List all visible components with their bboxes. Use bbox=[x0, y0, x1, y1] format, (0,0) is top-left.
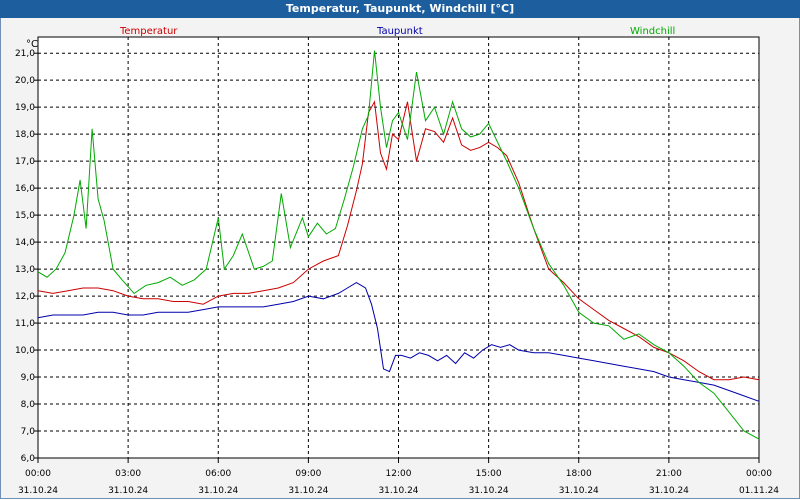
x-tick-date-label: 31.10.24 bbox=[108, 486, 148, 496]
x-tick-time-label: 12:00 bbox=[386, 469, 412, 479]
x-tick-date-label: 31.10.24 bbox=[649, 486, 689, 496]
x-tick-time-label: 09:00 bbox=[295, 469, 321, 479]
x-tick-time-label: 00:00 bbox=[25, 469, 51, 479]
x-tick-time-label: 06:00 bbox=[205, 469, 231, 479]
y-tick-label: 12,0 bbox=[15, 292, 35, 302]
y-tick-label: 21,0 bbox=[15, 49, 35, 59]
y-tick-label: 15,0 bbox=[15, 211, 35, 221]
x-tick-date-label: 31.10.24 bbox=[198, 486, 238, 496]
x-tick-date-label: 31.10.24 bbox=[378, 486, 418, 496]
x-tick-time-label: 15:00 bbox=[476, 469, 502, 479]
legend-windchill: Windchill bbox=[630, 26, 676, 37]
x-tick-time-label: 00:00 bbox=[746, 469, 772, 479]
y-tick-label: 19,0 bbox=[15, 103, 35, 113]
y-tick-label: 9,0 bbox=[21, 373, 36, 383]
legend-temperatur: Temperatur bbox=[120, 26, 178, 37]
y-tick-label: 10,0 bbox=[15, 346, 35, 356]
x-tick-time-label: 03:00 bbox=[115, 469, 141, 479]
y-tick-label: 13,0 bbox=[15, 265, 35, 275]
x-tick-time-label: 21:00 bbox=[656, 469, 682, 479]
x-tick-date-label: 31.10.24 bbox=[18, 486, 58, 496]
series-line-taupunkt bbox=[37, 282, 760, 402]
y-tick-label: 7,0 bbox=[21, 427, 36, 437]
x-tick-date-label: 31.10.24 bbox=[469, 486, 509, 496]
y-axis-unit: °C bbox=[26, 39, 38, 50]
legend-taupunkt: Taupunkt bbox=[377, 26, 423, 37]
y-tick-label: 14,0 bbox=[15, 238, 35, 248]
y-tick-label: 8,0 bbox=[21, 400, 36, 410]
x-tick-date-label: 31.10.24 bbox=[288, 486, 328, 496]
x-tick-date-label: 01.11.24 bbox=[739, 486, 779, 496]
y-tick-label: 16,0 bbox=[15, 184, 35, 194]
y-tick-label: 11,0 bbox=[15, 319, 35, 329]
y-tick-label: 6,0 bbox=[21, 454, 36, 464]
y-tick-label: 18,0 bbox=[15, 130, 35, 140]
series-line-windchill bbox=[37, 50, 760, 440]
x-tick-date-label: 31.10.24 bbox=[559, 486, 599, 496]
series-line-temperatur bbox=[37, 100, 760, 381]
y-tick-label: 20,0 bbox=[15, 76, 35, 86]
chart-title: Temperatur, Taupunkt, Windchill [°C] bbox=[0, 0, 800, 18]
x-tick-time-label: 18:00 bbox=[566, 469, 592, 479]
y-tick-label: 17,0 bbox=[15, 157, 35, 167]
